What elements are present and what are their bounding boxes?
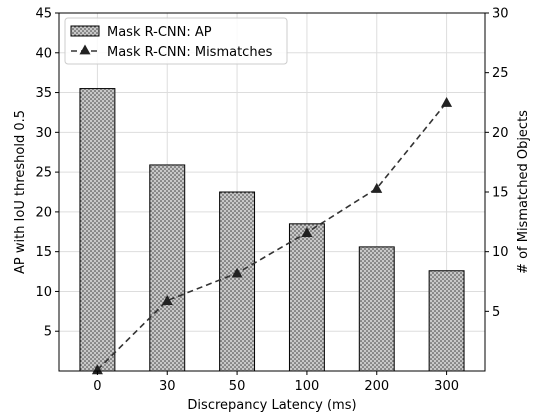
y-axis-label: AP with IoU threshold 0.5 bbox=[13, 110, 28, 274]
x-axis-label: Discrepancy Latency (ms) bbox=[187, 398, 356, 413]
y-tick-label: 5 bbox=[44, 325, 52, 340]
plot-frame bbox=[58, 12, 486, 372]
y-tick-label: 20 bbox=[35, 205, 52, 220]
x-tick-label: 200 bbox=[364, 379, 389, 394]
mismatch-line bbox=[91, 97, 453, 375]
x-tick-label: 300 bbox=[434, 379, 459, 394]
x-tick-label: 50 bbox=[229, 379, 246, 394]
ticks: 5 10 15 20 25 30 35 40 45 0 30 50 100 200 300 5 10 15 20 25… bbox=[35, 7, 508, 395]
y-tick-label: 40 bbox=[35, 46, 52, 61]
legend-box bbox=[64, 17, 288, 65]
x-tick-label: 0 bbox=[93, 379, 101, 394]
y2-tick-label: 20 bbox=[492, 126, 509, 141]
y-tick-label: 30 bbox=[35, 126, 52, 141]
y2-tick-label: 15 bbox=[492, 186, 509, 201]
y-tick-label: 45 bbox=[35, 7, 52, 22]
mismatch-point bbox=[441, 97, 453, 107]
ap-bar bbox=[79, 88, 116, 372]
y-tick-label: 35 bbox=[35, 86, 52, 101]
mismatch-point bbox=[231, 267, 243, 278]
grid bbox=[59, 12, 485, 371]
ap-bar bbox=[428, 270, 465, 372]
y2-tick-label: 25 bbox=[492, 66, 509, 81]
ap-bar bbox=[358, 246, 395, 372]
legend-bar-label: Mask R-CNN: AP bbox=[107, 25, 212, 40]
x-tick-label: 100 bbox=[295, 379, 320, 394]
y2-axis-label: # of Mismatched Objects bbox=[516, 110, 531, 274]
legend-bar-swatch bbox=[70, 25, 100, 37]
y-tick-label: 15 bbox=[35, 245, 52, 260]
mismatch-series-line bbox=[96, 101, 448, 371]
mismatch-point bbox=[161, 295, 173, 305]
y2-tick-label: 5 bbox=[492, 305, 500, 320]
y-tick-label: 25 bbox=[35, 166, 52, 181]
ap-bar bbox=[149, 164, 186, 372]
y-tick-label: 10 bbox=[35, 285, 52, 300]
mismatch-point bbox=[371, 182, 383, 193]
legend-line-marker bbox=[79, 44, 91, 55]
mismatch-point bbox=[301, 227, 313, 237]
ap-bar bbox=[219, 191, 256, 372]
x-tick-label: 30 bbox=[159, 379, 176, 394]
bars bbox=[79, 88, 465, 372]
legend-line-label: Mask R-CNN: Mismatches bbox=[107, 45, 273, 60]
ap-bar bbox=[288, 223, 325, 372]
mismatch-point bbox=[91, 364, 103, 375]
y2-tick-label: 10 bbox=[492, 245, 509, 260]
y2-tick-label: 30 bbox=[492, 7, 509, 22]
legend: Mask R-CNN: AP Mask R-CNN: Mismatches bbox=[64, 17, 288, 65]
